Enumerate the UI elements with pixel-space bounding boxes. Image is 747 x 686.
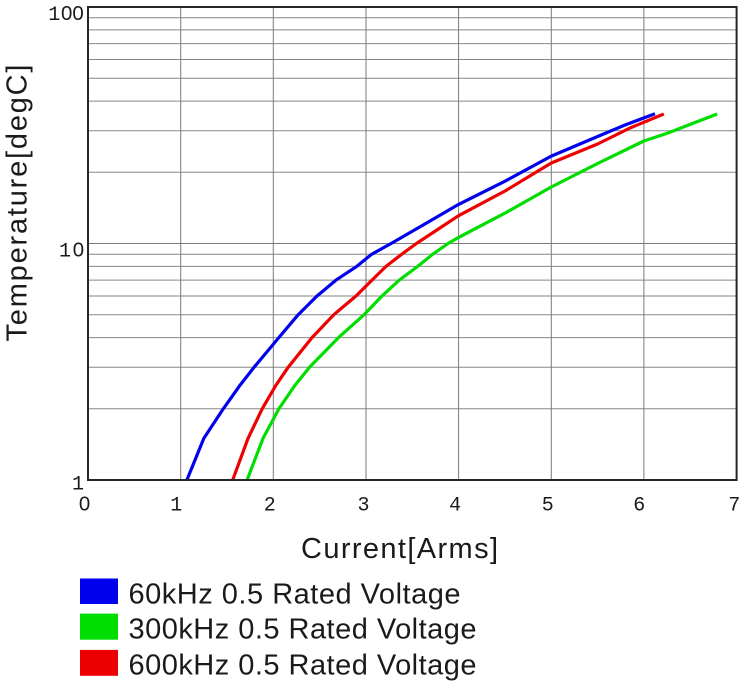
svg-text:1: 1 [170,495,182,518]
svg-text:600kHz 0.5 Rated Voltage: 600kHz 0.5 Rated Voltage [129,650,477,682]
svg-text:Current[Arms]: Current[Arms] [301,533,498,565]
svg-text:5: 5 [542,495,554,518]
svg-text:0: 0 [73,239,84,261]
svg-text:0: 0 [61,3,72,25]
svg-text:1: 1 [72,473,84,496]
svg-text:1: 1 [59,240,71,263]
svg-text:0: 0 [79,494,90,516]
svg-text:1: 1 [48,4,60,27]
svg-text:3: 3 [357,495,369,518]
svg-text:60kHz 0.5 Rated Voltage: 60kHz 0.5 Rated Voltage [129,578,461,610]
svg-text:Temperature[degC]: Temperature[degC] [2,65,34,342]
svg-text:7: 7 [728,495,740,518]
svg-text:4: 4 [449,495,461,518]
svg-text:6: 6 [633,495,645,518]
svg-text:0: 0 [72,3,83,25]
svg-text:2: 2 [264,495,276,518]
svg-text:300kHz 0.5 Rated Voltage: 300kHz 0.5 Rated Voltage [129,613,477,645]
